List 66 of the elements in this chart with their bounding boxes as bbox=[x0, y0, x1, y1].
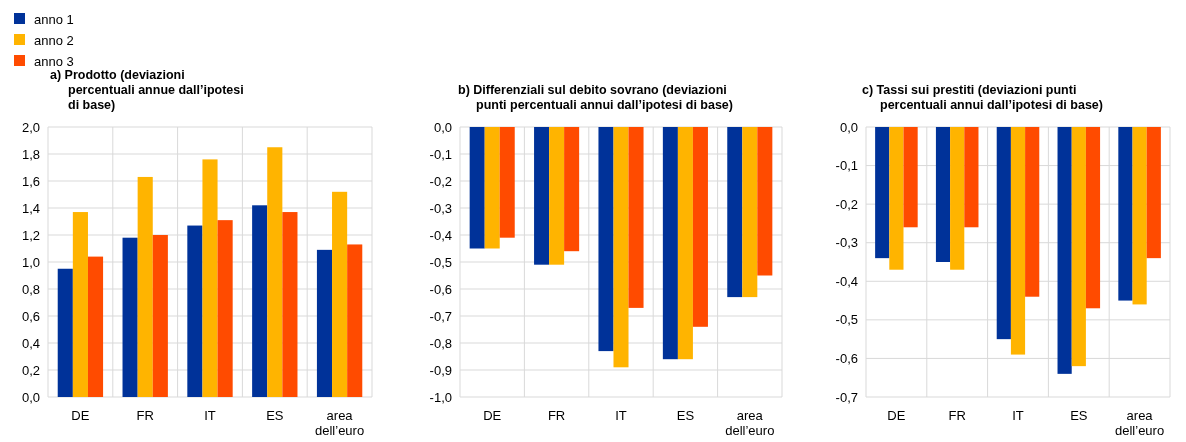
chart-title: c) Tassi sui prestiti (deviazioni punti percentuali annui dall’ipotesi di base) bbox=[862, 83, 1103, 112]
x-tick-label: IT bbox=[615, 408, 627, 423]
y-tick-label: -0,1 bbox=[835, 158, 858, 174]
y-tick-label: -0,2 bbox=[429, 173, 452, 189]
bar bbox=[57, 268, 73, 397]
y-tick-label: -0,2 bbox=[835, 196, 858, 212]
x-tick-label: IT bbox=[1012, 408, 1024, 423]
y-tick-label: -0,1 bbox=[429, 146, 452, 162]
legend-label: anno 2 bbox=[34, 32, 74, 48]
bar bbox=[282, 212, 298, 397]
bar bbox=[217, 220, 233, 397]
bar bbox=[252, 205, 268, 397]
y-tick-label: -0,3 bbox=[835, 235, 858, 251]
bar bbox=[332, 191, 348, 397]
y-tick-label: -0,7 bbox=[429, 308, 452, 324]
y-tick-label: 1,4 bbox=[21, 200, 40, 216]
legend-label: anno 3 bbox=[34, 53, 74, 69]
y-tick-label: -0,5 bbox=[835, 312, 858, 328]
x-tick-label: ES bbox=[266, 408, 284, 423]
x-tick-label: area dell’euro bbox=[315, 408, 365, 438]
bar bbox=[137, 176, 153, 397]
y-tick-label: 0,0 bbox=[21, 389, 40, 405]
y-tick-label: 1,2 bbox=[21, 227, 40, 243]
y-tick-label: 0,0 bbox=[839, 119, 858, 135]
chart-title: a) Prodotto (deviazioni percentuali annue dall’ipotesi di base) bbox=[50, 68, 244, 112]
x-tick-label: ES bbox=[676, 408, 695, 423]
x-tick-label: ES bbox=[1070, 408, 1088, 423]
legend-label: anno 1 bbox=[34, 11, 74, 27]
bar bbox=[347, 244, 363, 397]
bar bbox=[87, 256, 104, 397]
y-tick-label: -1,0 bbox=[429, 389, 452, 405]
bar bbox=[72, 212, 88, 397]
y-tick-label: -0,5 bbox=[429, 254, 452, 270]
bar bbox=[122, 237, 138, 397]
y-tick-label: 0,4 bbox=[21, 335, 40, 351]
bar bbox=[202, 159, 218, 397]
bar bbox=[316, 249, 333, 397]
y-tick-label: 0,8 bbox=[21, 281, 40, 297]
y-tick-label: -0,9 bbox=[429, 362, 452, 378]
y-tick-label: -0,3 bbox=[429, 200, 452, 216]
x-tick-label: FR bbox=[948, 408, 966, 423]
bar bbox=[152, 235, 168, 397]
bar bbox=[187, 225, 203, 397]
y-tick-label: 1,0 bbox=[21, 254, 40, 270]
y-tick-label: 1,6 bbox=[21, 173, 40, 189]
y-tick-label: 0,2 bbox=[21, 362, 40, 378]
bar bbox=[267, 147, 283, 397]
y-tick-label: 2,0 bbox=[21, 119, 40, 135]
x-tick-label: DE bbox=[483, 408, 502, 423]
x-tick-label: area dell’euro bbox=[725, 408, 775, 438]
x-tick-label: area dell’euro bbox=[1115, 408, 1165, 438]
y-tick-label: 0,0 bbox=[433, 119, 452, 135]
y-tick-label: -0,6 bbox=[429, 281, 452, 297]
x-tick-label: FR bbox=[136, 408, 154, 423]
x-tick-label: IT bbox=[204, 408, 216, 423]
y-tick-label: -0,6 bbox=[835, 350, 858, 366]
x-tick-label: FR bbox=[547, 408, 566, 423]
y-tick-label: 0,6 bbox=[21, 308, 40, 324]
x-tick-label: DE bbox=[887, 408, 906, 423]
y-tick-label: -0,4 bbox=[835, 273, 858, 289]
chart-title: b) Differenziali sul debito sovrano (deviazioni punti percentuali annui dall’ipotesi di base) bbox=[458, 83, 733, 112]
x-tick-label: DE bbox=[71, 408, 90, 423]
y-tick-label: -0,7 bbox=[835, 389, 858, 405]
y-tick-label: 1,8 bbox=[21, 146, 40, 162]
y-tick-label: -0,4 bbox=[429, 227, 452, 243]
y-tick-label: -0,8 bbox=[429, 335, 452, 351]
